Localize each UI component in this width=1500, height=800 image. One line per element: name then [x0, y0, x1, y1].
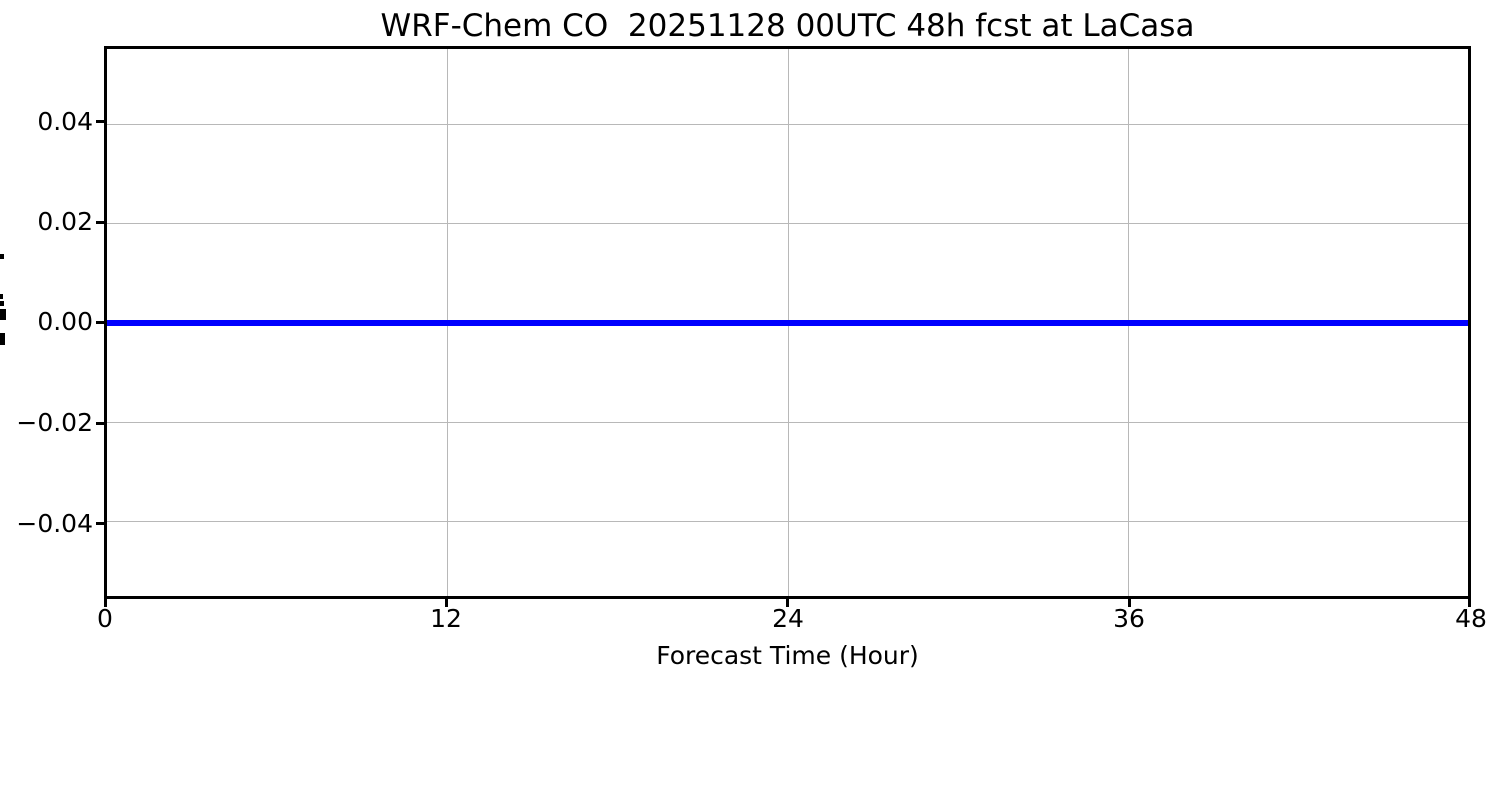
y-tick-mark-0.02: [96, 221, 104, 224]
x-tick-label-48: 48: [1455, 604, 1487, 633]
gridline-horizontal-0.04: [107, 123, 1468, 125]
y-tick-mark--0.02: [96, 422, 104, 425]
gridline-horizontal-0.02: [107, 223, 1468, 225]
ylabel-clipped-fragment: [0, 254, 4, 259]
ylabel-clipped-fragment: [0, 294, 3, 299]
x-tick-mark-36: [1128, 599, 1131, 607]
x-tick-mark-48: [1468, 599, 1471, 607]
ylabel-clipped-fragment: [0, 301, 4, 306]
co-forecast-line: [107, 319, 1468, 326]
y-tick-label-0.04: 0.04: [37, 107, 93, 136]
y-tick-label-0.02: 0.02: [37, 207, 93, 236]
x-tick-label-36: 36: [1113, 604, 1145, 633]
ylabel-clipped-fragment: [0, 333, 5, 345]
x-tick-label-0: 0: [97, 604, 113, 633]
y-tick-mark-0.04: [96, 120, 104, 123]
y-tick-label-0.00: 0.00: [37, 307, 93, 336]
y-tick-mark--0.04: [96, 522, 104, 525]
plot-area: [104, 46, 1471, 599]
x-tick-mark-0: [104, 599, 107, 607]
gridline-horizontal--0.02: [107, 421, 1468, 423]
gridline-horizontal--0.04: [107, 521, 1468, 523]
x-tick-mark-12: [445, 599, 448, 607]
y-tick-label--0.04: −0.04: [16, 509, 93, 538]
y-tick-label--0.02: −0.02: [16, 408, 93, 437]
x-tick-mark-24: [786, 599, 789, 607]
x-tick-label-12: 12: [430, 604, 462, 633]
x-axis-label: Forecast Time (Hour): [656, 641, 919, 670]
x-tick-label-24: 24: [772, 604, 804, 633]
y-tick-mark-0.00: [96, 321, 104, 324]
ylabel-clipped-fragment: [0, 309, 6, 320]
chart-title: WRF-Chem CO 20251128 00UTC 48h fcst at L…: [380, 8, 1195, 44]
